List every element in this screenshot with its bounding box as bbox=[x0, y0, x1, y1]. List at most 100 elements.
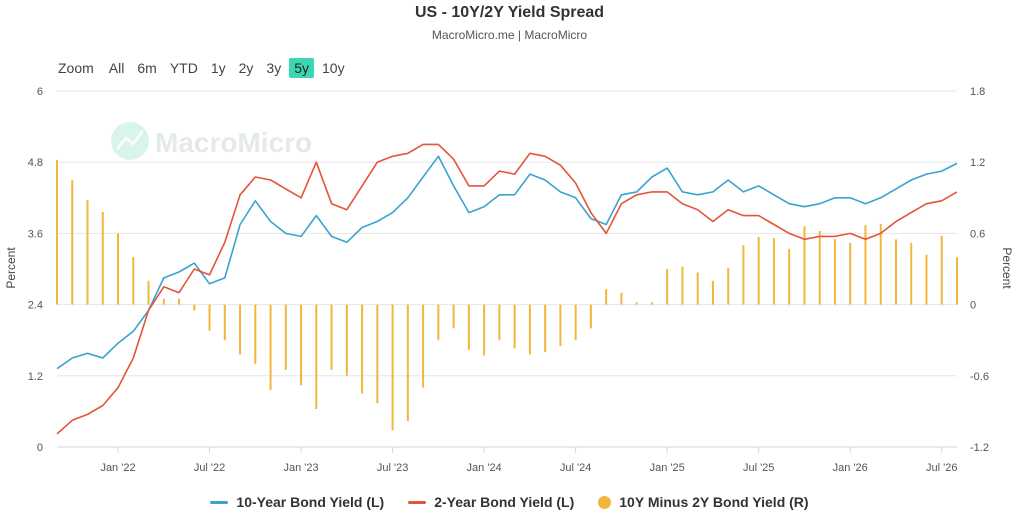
left-tick-label: 3.6 bbox=[28, 228, 43, 240]
spread-bar bbox=[666, 269, 669, 305]
spread-bar bbox=[956, 257, 958, 305]
legend-label-2y: 2-Year Bond Yield (L) bbox=[434, 494, 575, 510]
spread-bar bbox=[742, 245, 745, 305]
spread-bar bbox=[681, 266, 684, 305]
spread-bar bbox=[940, 235, 943, 305]
x-tick-label: Jan '22 bbox=[100, 462, 135, 474]
spread-bar bbox=[711, 280, 714, 305]
legend-swatch-spread bbox=[598, 495, 612, 509]
spread-bar bbox=[300, 304, 303, 386]
spread-bar bbox=[772, 238, 775, 305]
spread-bar bbox=[483, 304, 486, 356]
legend-item-10y[interactable]: 10-Year Bond Yield (L) bbox=[210, 494, 384, 510]
x-tick-label: Jul '25 bbox=[743, 462, 774, 474]
spread-bar bbox=[56, 159, 58, 305]
spread-bar bbox=[147, 280, 150, 305]
spread-bar bbox=[574, 304, 577, 341]
spread-bar bbox=[330, 304, 333, 370]
spread-bar bbox=[391, 304, 394, 431]
yield-lines bbox=[56, 143, 958, 435]
x-tick-label: Jul '22 bbox=[194, 462, 225, 474]
right-tick-label: -0.6 bbox=[970, 371, 989, 383]
x-axis: Jan '22 Jul '22 Jan '23 Jul '23 Jan '24 Jul '… bbox=[57, 446, 957, 474]
range-button-5y[interactable]: 5y bbox=[289, 58, 314, 78]
x-tick-label: Jul '26 bbox=[926, 462, 957, 474]
legend: 10-Year Bond Yield (L) 2-Year Bond Yield… bbox=[0, 494, 1019, 510]
spread-bar bbox=[269, 304, 272, 391]
spread-bar bbox=[406, 304, 409, 421]
watermark-text: MacroMicro bbox=[155, 127, 312, 158]
spread-bar bbox=[925, 254, 928, 305]
spread-bar bbox=[208, 304, 211, 331]
left-tick-label: 2.4 bbox=[28, 300, 43, 312]
range-button-1y[interactable]: 1y bbox=[210, 60, 226, 76]
spread-bar bbox=[620, 292, 623, 305]
right-tick-label: -1.2 bbox=[970, 442, 989, 454]
spread-bar bbox=[376, 304, 379, 404]
chart-title: US - 10Y/2Y Yield Spread bbox=[414, 4, 605, 21]
ten-year-line bbox=[56, 155, 958, 370]
range-button-ytd[interactable]: YTD bbox=[169, 60, 198, 76]
spread-bars bbox=[56, 159, 958, 431]
range-button-6m[interactable]: 6m bbox=[137, 60, 157, 76]
spread-bar bbox=[650, 302, 653, 305]
spread-bar bbox=[864, 225, 867, 305]
spread-bar bbox=[894, 239, 897, 305]
zoom-label: Zoom bbox=[58, 60, 94, 76]
spread-bar bbox=[544, 304, 547, 353]
spread-bar bbox=[345, 304, 348, 376]
spread-bar bbox=[71, 180, 74, 305]
spread-bar bbox=[589, 304, 592, 329]
spread-bar bbox=[818, 231, 821, 305]
range-button-2y[interactable]: 2y bbox=[238, 60, 254, 76]
spread-bar bbox=[254, 304, 257, 364]
spread-bar bbox=[727, 267, 730, 305]
chart-subtitle: MacroMicro.me | MacroMicro bbox=[431, 28, 588, 42]
two-year-line bbox=[56, 143, 958, 435]
spread-bar bbox=[559, 304, 562, 347]
right-tick-label: 0 bbox=[970, 300, 976, 312]
spread-bar bbox=[803, 226, 806, 305]
legend-label-10y: 10-Year Bond Yield (L) bbox=[236, 494, 385, 510]
spread-bar bbox=[422, 304, 425, 388]
right-tick-label: 1.2 bbox=[970, 157, 985, 169]
spread-bar bbox=[528, 304, 531, 355]
left-tick-label: 1.2 bbox=[28, 371, 43, 383]
x-tick-label: Jan '23 bbox=[283, 462, 318, 474]
x-tick-label: Jan '24 bbox=[467, 462, 502, 474]
left-axis: 0 1.2 2.4 3.6 4.8 6 bbox=[28, 86, 43, 454]
right-axis: -1.2 -0.6 0 0.6 1.2 1.8 bbox=[970, 86, 989, 454]
range-button-all[interactable]: All bbox=[108, 60, 125, 76]
spread-bar bbox=[833, 239, 836, 305]
spread-bar bbox=[162, 298, 165, 305]
left-tick-label: 6 bbox=[37, 86, 43, 98]
spread-bar bbox=[315, 304, 318, 410]
range-selector: Zoom All 6m YTD 1y 2y 3y 5y 10y bbox=[52, 57, 353, 79]
spread-bar bbox=[132, 257, 135, 305]
right-axis-title: Percent bbox=[1000, 247, 1014, 289]
range-button-10y[interactable]: 10y bbox=[322, 60, 345, 76]
spread-bar bbox=[757, 236, 760, 305]
legend-item-2y[interactable]: 2-Year Bond Yield (L) bbox=[408, 494, 574, 510]
spread-bar bbox=[284, 304, 287, 370]
spread-bar bbox=[879, 223, 882, 305]
legend-item-spread[interactable]: 10Y Minus 2Y Bond Yield (R) bbox=[598, 494, 809, 510]
spread-bar bbox=[178, 298, 181, 305]
x-tick-label: Jul '24 bbox=[560, 462, 591, 474]
left-tick-label: 4.8 bbox=[28, 157, 43, 169]
x-tick-label: Jan '25 bbox=[650, 462, 685, 474]
chart-area: MacroMicro 0 1.2 2.4 3.6 4.8 6 -1.2 -0.6 0 0.6 1.… bbox=[4, 86, 1014, 474]
spread-bar bbox=[86, 200, 89, 305]
spread-bar bbox=[117, 233, 120, 305]
spread-bar bbox=[696, 272, 699, 305]
spread-bar bbox=[849, 242, 852, 305]
spread-bar bbox=[467, 304, 470, 350]
spread-bar bbox=[635, 302, 638, 305]
spread-bar bbox=[223, 304, 226, 341]
watermark-trend-icon bbox=[116, 130, 144, 150]
spread-bar bbox=[498, 304, 501, 341]
legend-swatch-2y bbox=[408, 500, 427, 504]
range-button-3y[interactable]: 3y bbox=[266, 60, 282, 76]
spread-bar bbox=[910, 242, 913, 305]
right-tick-label: 0.6 bbox=[970, 228, 985, 240]
